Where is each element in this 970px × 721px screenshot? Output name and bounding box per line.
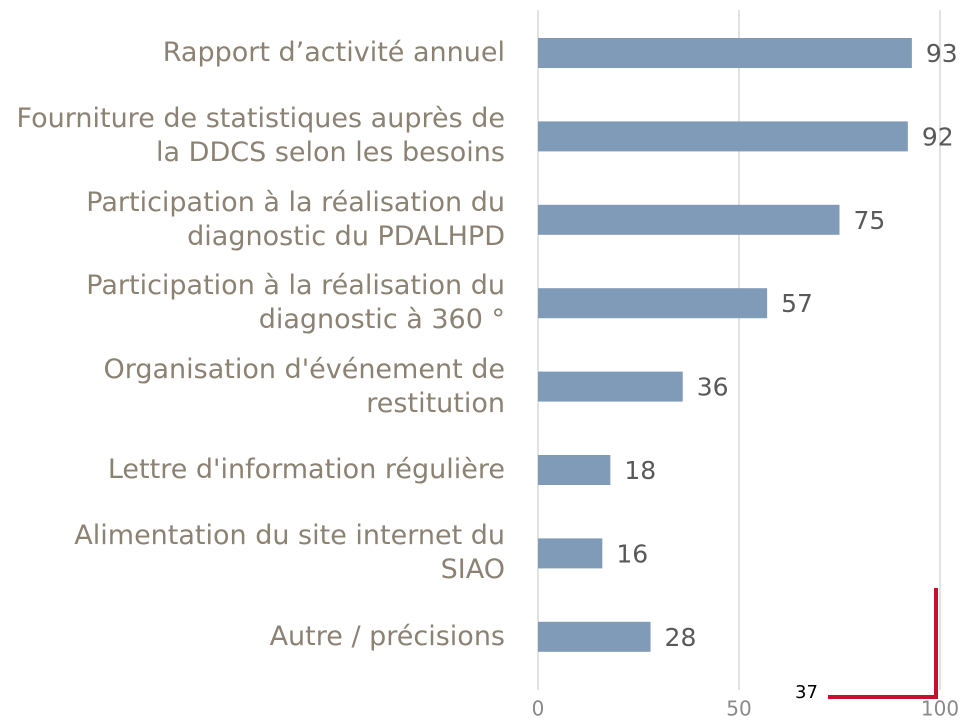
value-label: 57 [781,289,813,318]
category-label: Participation à la réalisation du diagno… [86,186,505,252]
category-label: Fourniture de statistiques auprès de la … [16,103,505,169]
value-label: 75 [854,206,886,235]
category-label: Alimentation du site internet du SIAO [74,520,505,586]
x-tick-label: 0 [532,697,545,721]
bar [538,38,912,68]
annotation: 37 [795,682,818,703]
value-label: 18 [624,456,656,485]
category-label: Participation à la réalisation du diagno… [86,270,505,336]
category-label: Organisation d'événement de restitution [103,353,505,419]
value-label: 92 [922,122,954,151]
value-label: 36 [697,373,729,402]
x-tick-label: 50 [726,697,751,721]
bar [538,204,840,235]
bar [538,455,611,485]
value-label: 16 [616,539,648,568]
bar [538,621,651,652]
value-label: 28 [665,623,697,652]
bar [538,288,768,319]
category-label: Rapport d’activité annuel [162,37,505,68]
value-label: 93 [926,39,958,68]
x-tick-label: 100 [921,697,959,721]
bar [538,371,683,402]
category-label: Lettre d'information régulière [107,454,505,485]
category-label: Autre / précisions [269,620,505,652]
bar [538,121,908,152]
bar [538,538,603,569]
